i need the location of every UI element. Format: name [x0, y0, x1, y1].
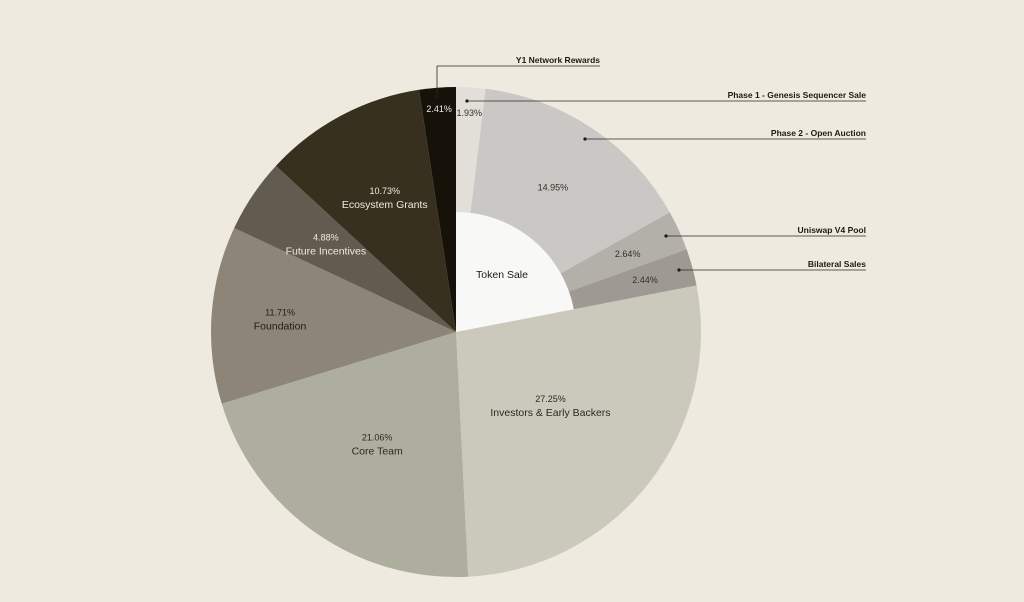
slice-percent-phase-2-open-auction: 14.95%	[538, 183, 569, 193]
pie-slice-investors-early-backers	[456, 285, 701, 577]
slice-percent-phase-1-genesis-sequencer-sale: 1.93%	[457, 108, 483, 118]
token-sale-inner-wedge	[456, 212, 574, 332]
pie-slice-core-team	[221, 332, 469, 578]
slice-percent-future-incentives: 4.88%	[313, 233, 339, 243]
pie-slice-y1-network-rewards	[419, 87, 456, 332]
slice-label-ecosystem-grants: Ecosystem Grants	[342, 199, 428, 211]
pie-slice-ecosystem-grants	[275, 89, 456, 332]
callout-dot-uniswap-v4-pool	[664, 234, 668, 238]
token-sale-label: Token Sale	[476, 269, 528, 281]
slice-label-future-incentives: Future Incentives	[286, 246, 367, 258]
token-sale-inner-group: Token Sale	[456, 212, 574, 332]
pie-slice-foundation	[210, 227, 456, 404]
slice-percent-ecosystem-grants: 10.73%	[369, 186, 400, 196]
slice-labels: 27.25% Investors & Early Backers 21.06% Cor…	[254, 104, 658, 457]
callout-label-y1-network-rewards: Y1 Network Rewards	[516, 55, 600, 65]
slice-percent-investors-early-backers: 27.25%	[535, 394, 566, 404]
callout-dot-phase-2-open-auction	[583, 137, 587, 141]
slice-label-foundation: Foundation	[254, 321, 307, 333]
callout-label-phase-2-open-auction: Phase 2 - Open Auction	[771, 128, 866, 138]
callout-label-phase-1-genesis-sequencer-sale: Phase 1 - Genesis Sequencer Sale	[728, 90, 867, 100]
callout-label-uniswap-v4-pool: Uniswap V4 Pool	[798, 225, 867, 235]
slice-percent-bilateral-sales: 2.44%	[632, 275, 658, 285]
callout-dot-phase-1-genesis-sequencer-sale	[465, 99, 469, 103]
slice-label-investors-early-backers: Investors & Early Backers	[490, 407, 610, 419]
callout-dot-y1-network-rewards	[435, 95, 439, 99]
callout-labels: Y1 Network Rewards Phase 1 - Genesis Sequ…	[435, 55, 866, 272]
callout-dot-bilateral-sales	[677, 268, 681, 272]
slice-percent-y1-network-rewards: 2.41%	[426, 104, 452, 114]
slice-percent-core-team: 21.06%	[362, 432, 393, 442]
slice-percent-uniswap-v4-pool: 2.64%	[615, 249, 641, 259]
callout-label-bilateral-sales: Bilateral Sales	[808, 259, 866, 269]
slice-label-core-team: Core Team	[352, 445, 403, 457]
callout-line-y1-network-rewards	[436, 65, 600, 97]
pie-slice-future-incentives	[234, 165, 456, 332]
slice-percent-foundation: 11.71%	[265, 308, 295, 318]
